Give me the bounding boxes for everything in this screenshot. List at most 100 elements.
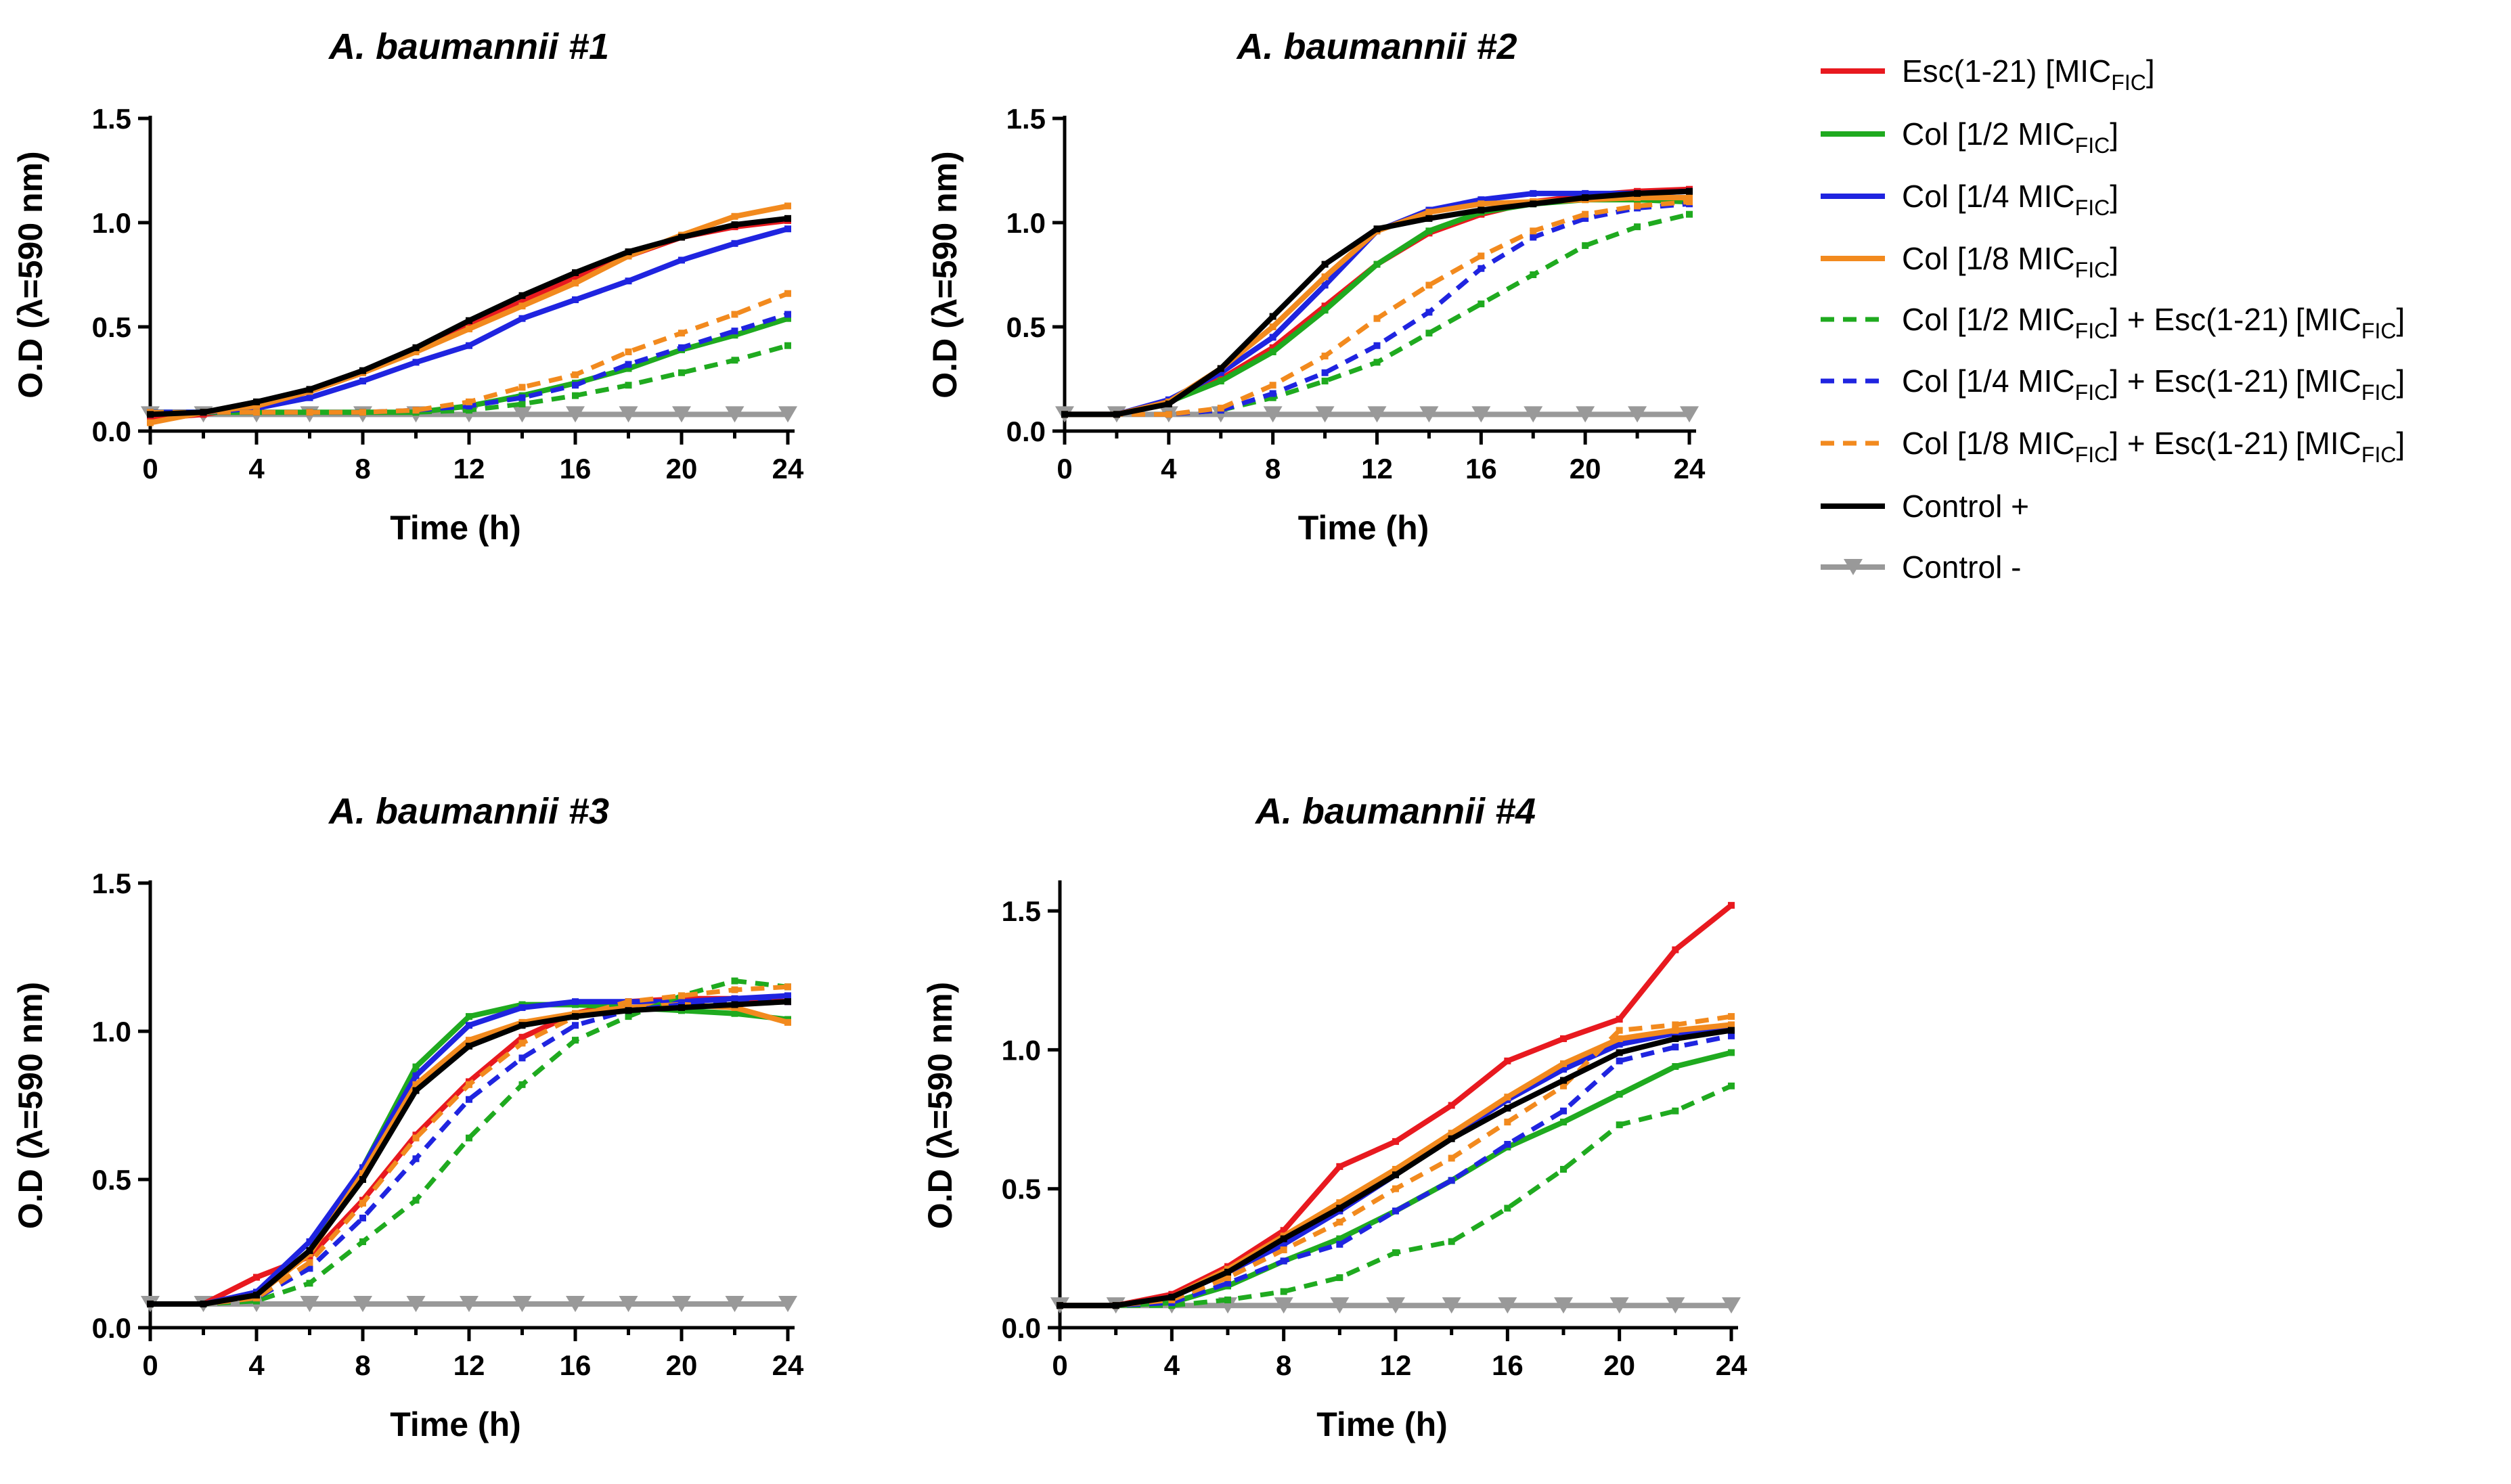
data-point-marker <box>625 382 632 389</box>
legend-label-end: ] <box>2110 179 2118 214</box>
data-point-marker <box>1425 282 1433 289</box>
data-point-marker <box>1477 200 1485 208</box>
data-point-marker <box>1373 261 1381 268</box>
data-point-marker <box>1554 1297 1573 1314</box>
data-point-marker <box>1336 1240 1343 1248</box>
data-point-marker <box>306 409 313 416</box>
data-point-marker <box>1498 1297 1517 1314</box>
data-point-marker <box>359 409 366 416</box>
series-col-1-2-micfic-esc-1-21-micfic- <box>1061 210 1693 418</box>
legend-item-esc: Esc(1-21) [MICFIC] <box>1821 53 2155 95</box>
data-point-marker <box>1616 1041 1623 1048</box>
y-tick-label: 1.5 <box>1002 895 1041 927</box>
data-point-marker <box>1634 223 1641 231</box>
data-point-marker <box>1686 187 1693 195</box>
legend-label-end: ] <box>2146 53 2155 89</box>
legend-label-combo-main: [MIC <box>2296 426 2361 461</box>
data-point-marker <box>1057 1302 1063 1309</box>
data-point-marker <box>1280 1257 1287 1265</box>
data-point-marker <box>1448 1177 1455 1184</box>
y-tick-label: 0.0 <box>1006 415 1046 447</box>
series-line <box>1065 188 1690 418</box>
y-tick-label: 0.5 <box>1002 1173 1041 1205</box>
data-point-marker <box>731 1010 738 1017</box>
data-point-marker <box>1728 1021 1735 1029</box>
data-point-marker <box>1280 1240 1287 1248</box>
panel-title: A. baumannii #4 <box>1254 791 1536 832</box>
svg-text:Col [1/4 MICFIC]: Col [1/4 MICFIC] <box>1902 179 2118 220</box>
y-axis-title: O.D (λ=590 nm) <box>926 151 964 398</box>
data-point-marker <box>1321 282 1329 289</box>
data-point-marker <box>1392 1171 1399 1179</box>
data-point-marker <box>784 311 791 318</box>
data-point-marker <box>1386 1297 1405 1314</box>
data-point-marker <box>1666 1297 1685 1314</box>
data-point-marker <box>147 419 154 426</box>
chart-panel-3: A. baumannii #3 0.0 0.5 1.0 1.5 0 4 8 12 16 20 24 Ti… <box>12 791 804 1443</box>
x-tick-label: 0 <box>1052 1349 1067 1381</box>
data-point-marker <box>572 269 579 276</box>
series-line <box>150 215 788 418</box>
triangle-down-marker-icon <box>1844 559 1863 575</box>
data-point-marker <box>512 406 532 423</box>
legend-label: Control + <box>1902 489 2029 524</box>
data-point-marker <box>731 212 738 220</box>
legend-label: Col [1/4 MIC <box>1902 363 2075 399</box>
data-point-marker <box>731 986 738 993</box>
legend-label-end: ] <box>2110 116 2118 152</box>
data-point-marker <box>1616 1035 1623 1042</box>
x-tick-label: 4 <box>1161 453 1177 485</box>
series-control- <box>1057 1027 1735 1309</box>
legend-label-sub: FIC <box>2075 380 2110 405</box>
data-point-marker <box>412 359 420 366</box>
legend-label-sub: FIC <box>2075 443 2110 467</box>
data-point-marker <box>1269 313 1276 320</box>
data-point-marker <box>1280 1235 1287 1242</box>
data-point-marker <box>1504 1119 1511 1126</box>
y-tick-label: 0.5 <box>1006 311 1046 343</box>
legend-label-sub: FIC <box>2111 70 2146 95</box>
data-point-marker <box>359 378 366 385</box>
data-point-marker <box>1672 1035 1679 1042</box>
data-point-marker <box>572 296 579 303</box>
series-line <box>1060 903 1733 1309</box>
x-tick-label: 8 <box>355 1349 370 1381</box>
data-point-marker <box>1269 394 1276 401</box>
data-point-marker <box>1582 189 1589 197</box>
data-point-marker <box>572 998 579 1006</box>
series-col-1-4-micfic- <box>1061 187 1693 418</box>
data-point-marker <box>1448 1154 1455 1162</box>
data-point-marker <box>1336 1274 1343 1282</box>
data-point-marker <box>412 1196 420 1204</box>
x-tick-label: 4 <box>1164 1349 1180 1381</box>
svg-text:Col [1/8 MICFIC]: Col [1/8 MICFIC] <box>1902 241 2118 282</box>
data-point-marker <box>1530 200 1537 208</box>
x-tick-label: 0 <box>1057 453 1072 485</box>
chart-panel-4: A. baumannii #4 0.0 0.5 1.0 1.5 0 4 8 12 16 20 24 Ti… <box>921 791 1748 1443</box>
data-point-marker <box>466 403 472 410</box>
data-point-marker <box>1448 1238 1455 1245</box>
data-point-marker <box>1425 330 1433 337</box>
data-point-marker <box>625 248 632 256</box>
x-tick-label: 12 <box>453 453 485 485</box>
y-tick-label: 0.5 <box>92 1164 131 1196</box>
data-point-marker <box>1263 406 1283 423</box>
data-point-marker <box>1448 1135 1455 1142</box>
y-axis-title: O.D (λ=590 nm) <box>12 151 49 398</box>
data-point-marker <box>1686 210 1693 218</box>
x-tick-label: 0 <box>142 1349 158 1381</box>
data-point-marker <box>1672 946 1679 953</box>
legend-label-combo-main: [MIC <box>2296 363 2361 399</box>
data-point-marker <box>359 1176 366 1183</box>
data-point-marker <box>466 1134 472 1142</box>
data-point-marker <box>572 273 579 281</box>
y-tick-label: 0.0 <box>92 415 131 447</box>
x-tick-label: 12 <box>1380 1349 1412 1381</box>
data-point-marker <box>678 369 685 376</box>
data-point-marker <box>518 1004 526 1011</box>
data-point-marker <box>359 1238 366 1245</box>
data-point-marker <box>784 342 791 349</box>
data-point-marker <box>1672 1107 1679 1115</box>
data-point-marker <box>572 382 579 389</box>
